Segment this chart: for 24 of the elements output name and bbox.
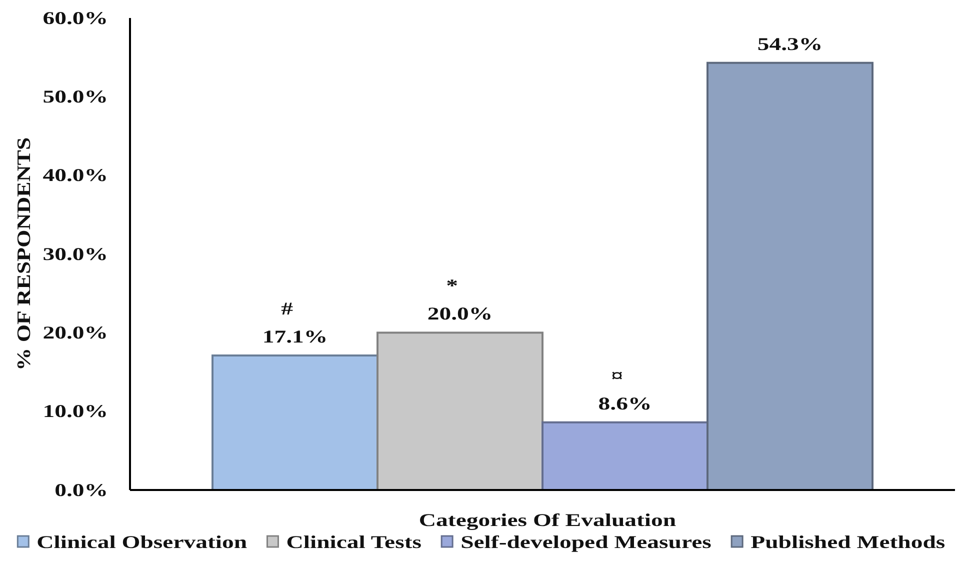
bar xyxy=(706,62,874,491)
data-label: 8.6% xyxy=(598,393,652,414)
x-axis-title: Categories Of Evaluation xyxy=(418,510,676,530)
y-tick-label: 20.0% xyxy=(42,322,108,343)
annotation: * xyxy=(446,275,458,296)
y-tick-label: 40.0% xyxy=(42,164,108,186)
bar xyxy=(542,421,708,491)
bar xyxy=(212,354,378,491)
legend-label: Published Methods xyxy=(750,532,946,552)
legend-label: Clinical Observation xyxy=(36,532,248,552)
data-label: 17.1% xyxy=(262,326,328,347)
annotation: # xyxy=(281,298,294,319)
y-tick-label: 10.0% xyxy=(42,400,108,422)
legend-label: Clinical Tests xyxy=(286,532,422,552)
annotation: ¤ xyxy=(611,365,623,386)
y-tick-label: 60.0% xyxy=(42,8,108,28)
y-tick-label: 30.0% xyxy=(42,244,108,264)
data-label: 54.3% xyxy=(757,34,823,54)
legend-label: Self-developed Measures xyxy=(460,532,712,552)
y-tick-label: 0.0% xyxy=(54,480,108,500)
y-axis-title: % OF RESPONDENTS xyxy=(12,137,35,371)
data-label: 20.0% xyxy=(427,303,493,324)
bar xyxy=(376,332,544,491)
y-tick-label: 50.0% xyxy=(42,86,108,107)
